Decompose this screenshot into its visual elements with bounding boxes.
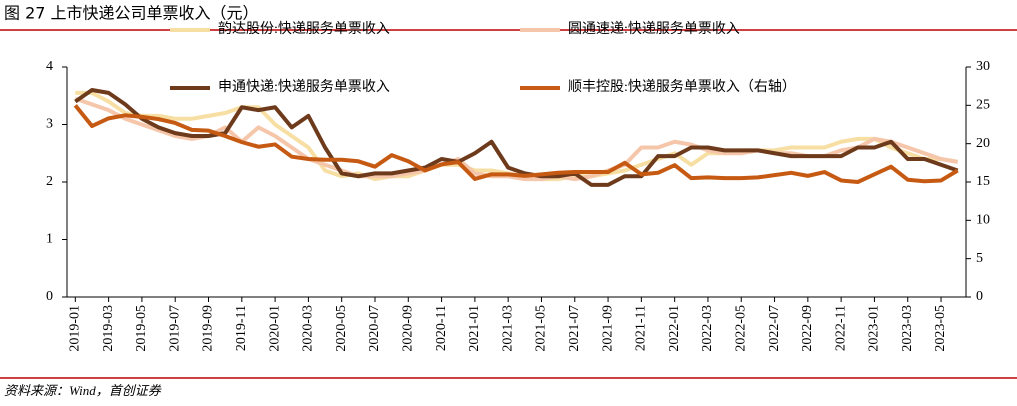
y2-tick-label: 25	[976, 98, 990, 113]
x-tick-label: 2019-09	[201, 305, 216, 352]
y2-tick-label: 5	[976, 251, 983, 266]
x-tick-label: 2023-01	[867, 305, 882, 352]
x-tick-label: 2020-03	[301, 305, 316, 352]
y-tick-label: 3	[46, 117, 53, 132]
x-tick-label: 2021-07	[567, 305, 582, 352]
x-tick-label: 2021-11	[634, 305, 649, 351]
chart-title: 图 27 上市快递公司单票收入（元）	[4, 4, 259, 23]
x-tick-label: 2019-03	[101, 305, 116, 352]
x-tick-label: 2019-07	[167, 305, 182, 352]
source: 资料来源：Wind，首创证券	[4, 383, 162, 398]
x-tick-label: 2022-11	[833, 305, 848, 351]
x-tick-label: 2022-01	[667, 305, 682, 352]
x-tick-label: 2019-01	[68, 305, 83, 352]
x-tick-label: 2020-07	[367, 305, 382, 352]
x-tick-label: 2022-07	[767, 305, 782, 352]
y-tick-label: 0	[46, 289, 53, 304]
x-tick-label: 2022-05	[733, 305, 748, 352]
x-tick-label: 2020-01	[267, 305, 282, 352]
x-tick-label: 2021-05	[534, 305, 549, 352]
x-tick-label: 2022-09	[800, 305, 815, 352]
x-tick-label: 2021-09	[600, 305, 615, 352]
y2-tick-label: 20	[976, 136, 990, 151]
legend-label: 顺丰控股:快递服务单票收入（右轴）	[568, 79, 796, 95]
y2-tick-label: 0	[976, 289, 983, 304]
legend-label: 申通快递:快递服务单票收入	[218, 79, 390, 95]
x-tick-label: 2021-03	[500, 305, 515, 352]
y-tick-label: 1	[46, 232, 53, 247]
x-tick-label: 2021-01	[467, 305, 482, 352]
y2-tick-label: 30	[976, 59, 990, 74]
x-tick-label: 2022-03	[700, 305, 715, 352]
series-line	[73, 104, 959, 184]
x-tick-label: 2023-05	[933, 305, 948, 352]
series-line	[74, 96, 959, 182]
x-tick-label: 2020-11	[434, 305, 449, 351]
x-tick-label: 2019-05	[134, 305, 149, 352]
y2-tick-label: 10	[976, 213, 990, 228]
x-tick-label: 2023-03	[900, 305, 915, 352]
y-tick-label: 2	[46, 174, 53, 189]
y2-tick-label: 15	[976, 174, 990, 189]
legend-label: 圆通速递:快递服务单票收入	[568, 21, 740, 37]
legend-label: 韵达股份:快递服务单票收入	[218, 21, 390, 37]
x-tick-label: 2020-09	[401, 305, 416, 352]
x-tick-label: 2020-05	[334, 305, 349, 352]
y-tick-label: 4	[46, 59, 53, 74]
x-tick-label: 2019-11	[234, 305, 249, 351]
